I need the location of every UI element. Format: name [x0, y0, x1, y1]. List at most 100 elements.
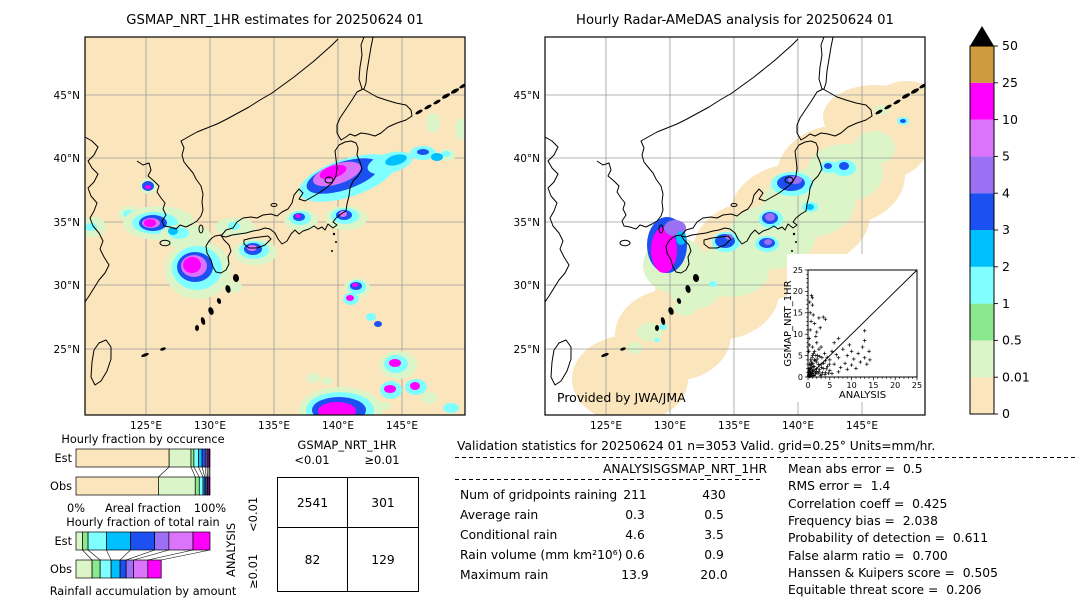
contingency-row-label-1: <0.01 — [246, 496, 260, 532]
right-map-layers — [545, 37, 925, 415]
stat-label: False alarm ratio = — [788, 548, 909, 563]
island-mark — [875, 109, 883, 115]
small-islands — [601, 83, 925, 357]
rain-blob — [441, 151, 451, 157]
island-mark — [692, 274, 700, 282]
totalrain-chart-svg: Hourly fraction of total rain Est Obs Rainf… — [50, 516, 237, 598]
rain-blob — [321, 377, 333, 385]
rain-blob — [676, 231, 686, 245]
lon-tick-label: 125°E — [130, 420, 162, 432]
bar-segment — [133, 559, 149, 579]
island-outline — [619, 239, 631, 247]
bar-segment — [75, 476, 159, 496]
coastline-path — [596, 38, 799, 230]
bar-segment — [154, 531, 170, 551]
validation-row-label: Maximum rain — [460, 568, 549, 582]
coastline-path — [205, 234, 232, 274]
bar-segment — [75, 448, 170, 468]
validation-col-gsmap: GSMAP_NRT_1HR — [660, 462, 768, 476]
rain-blob — [306, 373, 320, 383]
island-mark — [216, 298, 222, 304]
bar-segment — [193, 448, 199, 468]
colorbar-tick-label: 5 — [1002, 149, 1010, 164]
rain-blob — [839, 162, 849, 170]
stat-line: Correlation coeff = 0.425 — [788, 497, 947, 511]
validation-panel: Validation statistics for 20250624 01 n=… — [455, 438, 1080, 610]
stat-value: 0.700 — [912, 548, 948, 563]
stat-label: Equitable threat score = — [788, 583, 943, 598]
bar-segment — [87, 531, 107, 551]
lon-tick-label: 140°E — [782, 420, 814, 432]
colorbar-tick-label: 0 — [1002, 406, 1010, 421]
inset-y-axis-label: GSMAP_NRT_1HR — [783, 280, 794, 366]
scatter-points — [806, 293, 872, 379]
rain-blob — [319, 164, 347, 180]
bar-segment — [198, 448, 203, 468]
bar-segment — [82, 531, 89, 551]
connector-lines — [158, 466, 211, 478]
colorbar-segment — [970, 340, 994, 378]
colorbar-tick-label: 50 — [1002, 38, 1018, 53]
rain-blob — [410, 382, 420, 390]
inset-x-tick: 5 — [827, 381, 832, 390]
left-map-layers — [85, 37, 465, 415]
lat-tick-label: 30°N — [54, 280, 80, 292]
lon-tick-label: 145°E — [846, 420, 878, 432]
left-map-svg: 125°E 130°E 135°E 140°E 145°E 45°N 40°N 35°N 30°… — [54, 36, 466, 432]
bar-segment — [125, 559, 134, 579]
inset-x-tick: 20 — [890, 381, 900, 390]
colorbar-tick-label: 0.01 — [1002, 369, 1030, 384]
rain-blob — [417, 149, 429, 155]
contingency-col-label-1: <0.01 — [294, 453, 330, 467]
rain-blob — [654, 338, 660, 342]
lat-tick-label: 40°N — [54, 153, 80, 165]
rain-blob — [384, 385, 396, 393]
bar-segment — [192, 531, 211, 551]
island-mark — [415, 109, 423, 115]
rain-blob — [709, 281, 717, 287]
validation-value: 430 — [702, 488, 726, 502]
colorbar-tick-label: 2 — [1002, 259, 1010, 274]
island-outline — [658, 224, 664, 234]
bar-segment — [168, 531, 194, 551]
rain-blob — [651, 227, 677, 273]
left-map-title: GSMAP_NRT_1HR estimates for 20250624 01 — [126, 13, 424, 28]
row-label: Obs — [50, 563, 72, 576]
rain-blob — [765, 213, 775, 221]
one-to-one-line — [807, 269, 918, 378]
validation-row-label: Conditional rain — [460, 528, 558, 542]
inset-y-tick: 25 — [793, 266, 803, 275]
coastline-path — [818, 37, 834, 90]
island-mark — [450, 88, 460, 94]
bar-segment — [130, 531, 156, 551]
lon-tick-label: 130°E — [654, 420, 686, 432]
scatter-inset: 00 5 5 10 10 15 15 20 20 25 25 ANALYSIS GSMAP_NRT_1H… — [783, 254, 927, 402]
stat-line: Equitable threat score = 0.206 — [788, 583, 981, 597]
inset-y-tick: 5 — [798, 351, 803, 360]
bar-segment — [75, 531, 83, 551]
colorbar-tick-label: 25 — [1002, 75, 1018, 90]
contingency-table: GSMAP_NRT_1HR <0.01 ≥0.01 ANALYSIS <0.01… — [224, 438, 430, 608]
rain-blob — [659, 324, 667, 330]
lon-tick-label: 130°E — [194, 420, 226, 432]
small-islands — [141, 83, 465, 357]
stat-value: 0.206 — [946, 583, 982, 598]
bar-segment — [119, 559, 127, 579]
rain-blob — [900, 119, 906, 123]
inset-x-tick: 0 — [805, 381, 810, 390]
stat-label: Mean abs error = — [788, 462, 899, 476]
colorbar-segment — [970, 377, 994, 414]
validation-value: 3.5 — [704, 528, 724, 542]
rain-blob — [426, 113, 440, 133]
validation-value: 20.0 — [700, 568, 728, 582]
island-mark — [331, 250, 333, 252]
island-mark — [601, 353, 609, 357]
island-mark — [160, 347, 166, 351]
validation-value: 0.5 — [704, 508, 724, 522]
stat-label: Probability of detection = — [788, 531, 949, 546]
rain-blob — [824, 163, 832, 169]
validation-row-label: Average rain — [460, 508, 539, 522]
contingency-cell-hit-none: 2541 — [278, 478, 348, 528]
stat-line: Hanssen & Kuipers score = 0.505 — [788, 566, 998, 580]
over-range-triangle — [970, 26, 994, 46]
